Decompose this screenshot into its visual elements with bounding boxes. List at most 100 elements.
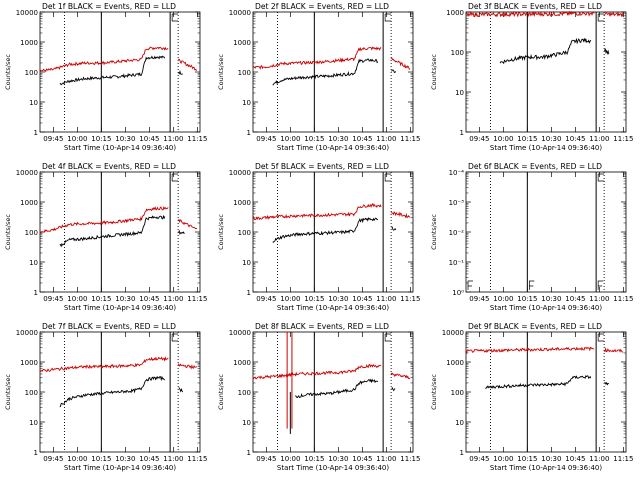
panel-title: Det 2f BLACK = Events, RED = LLD	[255, 2, 389, 11]
x-tick-label: 09:45	[43, 135, 63, 143]
events-series-line	[178, 69, 183, 75]
x-tick-label: 10:45	[352, 295, 372, 303]
lld-series-line	[603, 11, 624, 18]
x-tick-label: 10:45	[139, 135, 159, 143]
x-tick-label: 11:00	[589, 455, 609, 463]
plot-frame	[465, 11, 627, 133]
lld-series-line	[177, 218, 198, 230]
events-series-line	[59, 55, 166, 86]
x-tick-label: 10:00	[67, 295, 87, 303]
y-tick-label: 1	[247, 449, 251, 457]
x-tick-label: 09:45	[43, 295, 63, 303]
y-tick-label: 1000	[233, 199, 251, 207]
x-tick-label: 10:45	[352, 455, 372, 463]
x-tick-label: 11:00	[163, 135, 183, 143]
y-tick-label: 10	[242, 419, 251, 427]
y-tick-label: 10000	[16, 329, 38, 337]
x-tick-label: 10:30	[541, 455, 561, 463]
x-tick-label: 11:15	[187, 295, 207, 303]
x-tick-label: 10:30	[328, 455, 348, 463]
empty-flag-glyph	[528, 280, 535, 290]
plot-frame	[252, 11, 414, 133]
x-tick-label: 10:00	[67, 455, 87, 463]
x-tick-label: 11:15	[400, 455, 420, 463]
x-tick-label: 10:30	[115, 135, 135, 143]
x-tick-label: 10:15	[304, 295, 324, 303]
y-tick-label: 1	[247, 129, 251, 137]
x-tick-label: 09:45	[256, 455, 276, 463]
y-tick-label: 10	[29, 99, 38, 107]
lld-series-line	[252, 46, 382, 70]
x-axis-label: Start Time (10-Apr-14 09:36:40)	[277, 464, 389, 472]
x-tick-label: 10:00	[493, 295, 513, 303]
x-tick-label: 10:45	[139, 295, 159, 303]
attenuator-flag	[597, 333, 605, 342]
y-tick-label: 1	[247, 289, 251, 297]
x-tick-label: 10:30	[115, 455, 135, 463]
panel-det-9: Det 9f BLACK = Events, RED = LLD 1 10 100 10…	[430, 322, 633, 472]
y-tick-label: 1000	[233, 39, 251, 47]
panel-det-8: Det 8f BLACK = Events, RED = LLD 1 10 100 10…	[217, 322, 420, 472]
events-series-line	[391, 387, 396, 392]
y-tick-label: 100	[238, 69, 251, 77]
panel-title: Det 9f BLACK = Events, RED = LLD	[468, 322, 602, 331]
x-tick-label: 10:00	[67, 135, 87, 143]
x-axis-label: Start Time (10-Apr-14 09:36:40)	[490, 304, 602, 312]
attenuator-flag	[384, 13, 392, 22]
lld-series-line	[39, 206, 169, 234]
x-tick-label: 09:45	[256, 295, 276, 303]
events-series-line	[178, 387, 184, 393]
plot-frame	[39, 171, 201, 293]
plot-frame	[39, 11, 201, 133]
y-tick-label: 10000	[442, 329, 464, 337]
y-tick-label: 1	[460, 129, 464, 137]
lld-series-line	[39, 356, 169, 373]
x-tick-label: 10:00	[280, 135, 300, 143]
panel-det-5: Det 5f BLACK = Events, RED = LLD 1 10 100 10…	[217, 162, 420, 312]
x-tick-label: 10:15	[304, 135, 324, 143]
x-tick-label: 09:45	[256, 135, 276, 143]
panel-title: Det 8f BLACK = Events, RED = LLD	[255, 322, 389, 331]
x-tick-label: 11:15	[187, 135, 207, 143]
attenuator-flag	[171, 13, 179, 22]
x-tick-label: 10:15	[91, 135, 111, 143]
x-tick-label: 11:15	[400, 135, 420, 143]
y-axis-label: Counts/sec	[430, 54, 438, 90]
panel-title: Det 4f BLACK = Events, RED = LLD	[42, 162, 176, 171]
panel-det-7: Det 7f BLACK = Events, RED = LLD 1 10 100 10…	[4, 322, 207, 472]
x-axis-label: Start Time (10-Apr-14 09:36:40)	[277, 144, 389, 152]
y-axis-label: Counts/sec	[430, 214, 438, 250]
lld-series-line	[604, 347, 624, 353]
x-tick-label: 10:00	[493, 455, 513, 463]
y-tick-label: 10	[29, 419, 38, 427]
y-tick-label: 100	[25, 69, 38, 77]
y-tick-label: 10000	[229, 9, 251, 17]
y-axis-label: Counts/sec	[217, 214, 225, 250]
empty-flag-glyph	[597, 280, 604, 290]
empty-flag-glyph	[467, 280, 473, 290]
y-tick-label: 1000	[446, 9, 464, 17]
attenuator-flag	[171, 333, 179, 342]
events-series-line	[59, 375, 166, 408]
x-tick-label: 11:00	[589, 135, 609, 143]
x-tick-label: 11:15	[613, 135, 633, 143]
y-tick-label: 10	[29, 259, 38, 267]
x-axis-label: Start Time (10-Apr-14 09:36:40)	[64, 144, 176, 152]
x-tick-label: 11:00	[163, 295, 183, 303]
y-tick-label: 1	[34, 289, 38, 297]
y-tick-label: 10⁻²	[449, 229, 465, 237]
events-series-line	[59, 214, 166, 248]
x-tick-label: 10:45	[565, 295, 585, 303]
panel-det-2: Det 2f BLACK = Events, RED = LLD 1 10 100 10…	[217, 2, 420, 152]
y-tick-label: 1000	[446, 359, 464, 367]
y-tick-label: 1	[34, 449, 38, 457]
y-tick-label: 10000	[229, 169, 251, 177]
lld-series-line	[465, 346, 595, 355]
y-axis-label: Counts/sec	[4, 374, 12, 410]
y-axis-label: Counts/sec	[217, 54, 225, 90]
x-tick-label: 10:15	[91, 455, 111, 463]
y-tick-label: 10000	[16, 9, 38, 17]
lld-series-line	[390, 57, 411, 70]
attenuator-flag	[384, 333, 392, 342]
